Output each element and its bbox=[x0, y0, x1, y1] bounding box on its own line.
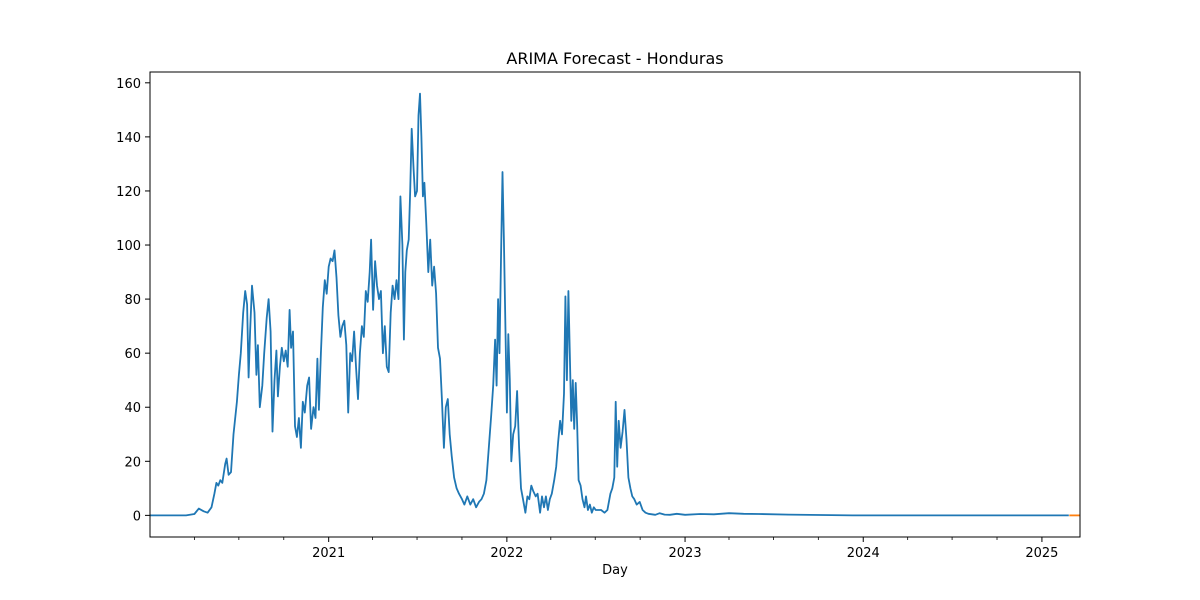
plot-frame bbox=[149, 71, 1081, 538]
chart-title: ARIMA Forecast - Honduras bbox=[506, 49, 723, 68]
x-tick-label: 2021 bbox=[312, 546, 345, 561]
x-axis: 2021 2022 2023 2024 2025 bbox=[194, 537, 1058, 561]
y-tick-label: 40 bbox=[124, 401, 141, 416]
y-tick-label: 60 bbox=[124, 347, 141, 362]
x-tick-label: 2022 bbox=[490, 546, 523, 561]
y-tick-label: 80 bbox=[124, 293, 141, 308]
x-tick-label: 2025 bbox=[1025, 546, 1058, 561]
y-tick-label: 20 bbox=[124, 455, 141, 470]
y-tick-label: 160 bbox=[116, 77, 141, 92]
x-tick-label: 2023 bbox=[669, 546, 702, 561]
plot-area bbox=[150, 92, 1080, 517]
x-axis-title: Day bbox=[602, 563, 628, 578]
x-tick-label: 2024 bbox=[847, 546, 880, 561]
y-tick-label: 140 bbox=[116, 131, 141, 146]
y-tick-label: 120 bbox=[116, 185, 141, 200]
y-axis: 0 20 40 60 80 100 120 140 160 bbox=[116, 77, 150, 524]
y-tick-label: 0 bbox=[133, 509, 141, 524]
historical-series-line bbox=[150, 92, 1069, 517]
y-tick-label: 100 bbox=[116, 239, 141, 254]
